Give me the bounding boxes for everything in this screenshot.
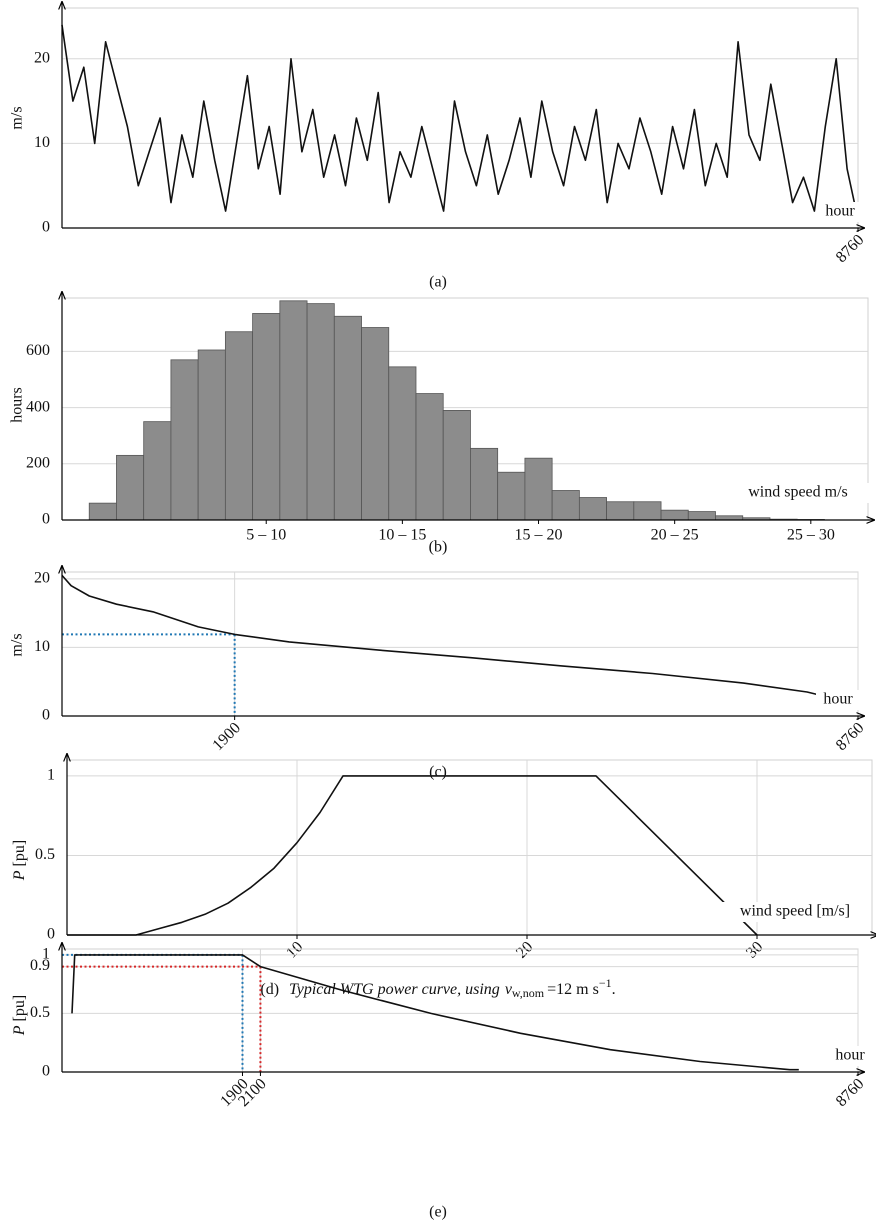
frame xyxy=(62,571,859,716)
caption-label: (d) xyxy=(260,981,279,998)
bar xyxy=(361,327,390,521)
caption: (e) xyxy=(429,1204,447,1221)
x-axis-label: wind speed m/s xyxy=(748,484,848,501)
caption: (d) Typical WTG power curve, using vw,nom =… xyxy=(260,976,615,1000)
label-bg xyxy=(828,1046,872,1066)
y-axis-label: P [pu] xyxy=(11,995,28,1036)
data-line xyxy=(67,775,758,936)
x-tick-label: 1900 xyxy=(209,719,244,754)
y-axis-label: m/s xyxy=(9,106,26,129)
bar xyxy=(224,331,254,521)
frame xyxy=(67,759,873,935)
y-tick-label: 0 xyxy=(42,219,50,236)
caption-superscript: −1 xyxy=(599,976,612,990)
bar xyxy=(551,490,580,521)
x-tick-label: 20 – 25 xyxy=(651,527,699,544)
y-tick-label: 400 xyxy=(26,398,50,415)
y-axis-unit: [pu] xyxy=(11,995,28,1022)
bar xyxy=(88,502,117,521)
bar xyxy=(170,359,199,521)
caption-end: . xyxy=(612,981,616,998)
y-tick-label: 1 xyxy=(42,946,50,963)
caption: (b) xyxy=(429,539,448,556)
y-axis-symbol: P xyxy=(11,870,28,881)
y-tick-label: 10 xyxy=(34,134,50,151)
y-tick-label: 0.5 xyxy=(35,846,55,863)
y-tick-label: 600 xyxy=(26,342,50,359)
x-tick-label: 10 xyxy=(283,938,306,961)
bar xyxy=(470,447,499,521)
bar xyxy=(578,497,607,521)
label-bg xyxy=(818,202,862,222)
x-tick-label: 8760 xyxy=(833,231,868,266)
bar xyxy=(279,300,308,521)
bar xyxy=(606,501,635,521)
y-tick-label: 200 xyxy=(26,454,50,471)
bar xyxy=(388,366,417,521)
y-tick-label: 0 xyxy=(42,511,50,528)
label-bg xyxy=(723,483,873,503)
caption-text: Typical WTG power curve, using xyxy=(289,981,500,998)
data-line xyxy=(61,574,844,702)
bar xyxy=(524,457,553,521)
y-axis-unit: [pu] xyxy=(11,840,28,867)
y-tick-label: 0.9 xyxy=(30,957,50,974)
x-tick-label: 25 – 30 xyxy=(787,527,835,544)
bar xyxy=(633,501,662,521)
x-tick-label: 8760 xyxy=(833,1075,868,1110)
x-tick-label: 15 – 20 xyxy=(515,527,563,544)
bar xyxy=(415,393,444,521)
bar xyxy=(252,313,281,521)
label-bg xyxy=(816,690,860,710)
y-tick-label: 1 xyxy=(47,767,55,784)
bar xyxy=(306,303,335,521)
y-axis-label: P [pu] xyxy=(11,840,28,881)
y-tick-label: 20 xyxy=(34,49,50,66)
bar xyxy=(143,421,172,521)
x-tick-label: 10 – 15 xyxy=(378,527,426,544)
frame xyxy=(62,948,859,1072)
y-tick-label: 0.5 xyxy=(30,1004,50,1021)
caption-symbol: v xyxy=(505,981,513,998)
y-tick-label: 20 xyxy=(34,570,50,587)
caption: (c) xyxy=(429,764,447,781)
x-axis-label: hour xyxy=(835,1047,865,1064)
x-tick-label: 8760 xyxy=(833,719,868,754)
caption-equals: =12 m s xyxy=(547,981,599,998)
x-axis-label: hour xyxy=(823,691,853,708)
bar xyxy=(116,454,145,521)
y-tick-label: 0 xyxy=(47,926,55,943)
y-axis-symbol: P xyxy=(11,1025,28,1036)
y-axis-label: hours xyxy=(9,387,26,423)
label-bg xyxy=(720,902,870,922)
data-line xyxy=(61,24,859,220)
caption: (a) xyxy=(429,274,447,291)
y-tick-label: 10 xyxy=(34,638,50,655)
caption-subscript: w,nom xyxy=(512,986,545,1000)
bar xyxy=(497,471,526,521)
x-tick-label: 20 xyxy=(513,938,536,961)
bar xyxy=(333,315,362,521)
frame xyxy=(62,7,859,228)
x-tick-label: 5 – 10 xyxy=(246,527,286,544)
bar xyxy=(660,509,689,521)
bar xyxy=(715,515,744,521)
x-axis-label: wind speed [m/s] xyxy=(740,903,850,920)
y-axis-label: m/s xyxy=(9,633,26,656)
x-tick-label: 30 xyxy=(743,938,766,961)
data-line xyxy=(71,954,799,1071)
bar xyxy=(442,410,471,521)
frame xyxy=(62,297,869,520)
bar xyxy=(687,511,716,521)
x-axis-label: hour xyxy=(825,203,855,220)
bar xyxy=(197,349,226,521)
y-tick-label: 0 xyxy=(42,1063,50,1080)
y-tick-label: 0 xyxy=(42,707,50,724)
